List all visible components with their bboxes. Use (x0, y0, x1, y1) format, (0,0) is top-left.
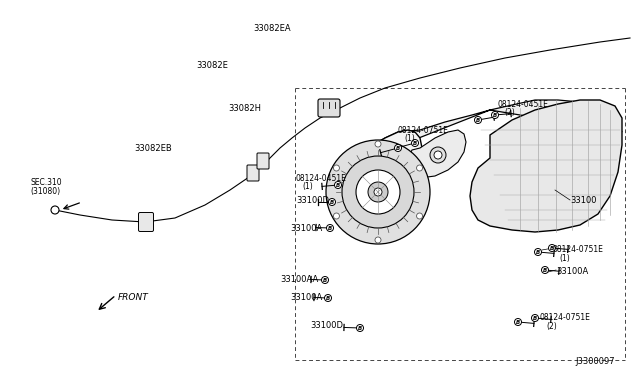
Circle shape (335, 182, 342, 189)
FancyBboxPatch shape (257, 153, 269, 169)
Text: B: B (543, 267, 547, 273)
Text: (31080): (31080) (30, 186, 60, 196)
Text: SEC.310: SEC.310 (30, 177, 61, 186)
Circle shape (333, 213, 339, 219)
Text: J3300097: J3300097 (575, 357, 614, 366)
Circle shape (326, 140, 430, 244)
Polygon shape (332, 130, 422, 210)
Text: B: B (493, 112, 497, 118)
Circle shape (321, 276, 328, 283)
Text: 33100D: 33100D (296, 196, 329, 205)
Text: B: B (533, 315, 537, 321)
Circle shape (333, 165, 339, 171)
Text: B: B (536, 250, 540, 254)
Text: 08124-0451E: 08124-0451E (498, 99, 549, 109)
Text: B: B (336, 183, 340, 187)
Text: 33100AA: 33100AA (280, 276, 318, 285)
Circle shape (356, 324, 364, 331)
Circle shape (326, 224, 333, 231)
Text: 33082E: 33082E (196, 61, 228, 70)
Text: 33082EB: 33082EB (134, 144, 172, 153)
Circle shape (417, 213, 422, 219)
Circle shape (412, 140, 419, 147)
Text: B: B (476, 118, 480, 122)
Text: B: B (396, 145, 400, 151)
Circle shape (492, 112, 499, 119)
Text: 33082H: 33082H (228, 103, 261, 112)
FancyBboxPatch shape (247, 165, 259, 181)
Circle shape (394, 144, 401, 151)
Circle shape (324, 295, 332, 301)
Circle shape (51, 206, 59, 214)
Text: B: B (516, 320, 520, 324)
Text: B: B (323, 278, 327, 282)
FancyBboxPatch shape (138, 212, 154, 231)
Circle shape (430, 147, 446, 163)
Text: (1): (1) (404, 134, 415, 142)
Circle shape (342, 156, 414, 228)
Text: B: B (413, 141, 417, 145)
Circle shape (328, 199, 335, 205)
Text: 33100A: 33100A (290, 294, 323, 302)
Text: 33100: 33100 (570, 196, 596, 205)
Circle shape (375, 141, 381, 147)
Text: 08124-0751E: 08124-0751E (540, 314, 591, 323)
Circle shape (374, 188, 382, 196)
Text: B: B (328, 225, 332, 231)
Text: B: B (330, 199, 334, 205)
Circle shape (142, 218, 150, 226)
Text: FRONT: FRONT (118, 294, 148, 302)
Text: (1): (1) (559, 253, 570, 263)
Text: 33100A: 33100A (556, 267, 588, 276)
Text: B: B (358, 326, 362, 330)
Circle shape (534, 248, 541, 256)
Circle shape (474, 116, 481, 124)
Text: (1): (1) (302, 182, 313, 190)
Text: (2): (2) (504, 108, 515, 116)
Circle shape (140, 218, 148, 226)
Circle shape (531, 314, 538, 321)
Text: 33100A: 33100A (290, 224, 323, 232)
Circle shape (417, 165, 422, 171)
Circle shape (434, 151, 442, 159)
Text: 08124-0751E: 08124-0751E (553, 246, 604, 254)
Polygon shape (408, 130, 466, 178)
Text: B: B (326, 295, 330, 301)
Circle shape (515, 318, 522, 326)
FancyBboxPatch shape (318, 99, 340, 117)
Polygon shape (350, 100, 622, 165)
Circle shape (541, 266, 548, 273)
Text: 33100D: 33100D (310, 321, 343, 330)
Text: B: B (550, 246, 554, 250)
Text: 08124-0451E: 08124-0451E (296, 173, 347, 183)
Circle shape (375, 237, 381, 243)
Text: 08124-0751E: 08124-0751E (398, 125, 449, 135)
Circle shape (368, 182, 388, 202)
Circle shape (356, 170, 400, 214)
Circle shape (141, 218, 149, 226)
Text: 33082EA: 33082EA (253, 23, 291, 32)
Text: (2): (2) (546, 321, 557, 330)
Polygon shape (470, 100, 622, 232)
Circle shape (548, 244, 556, 251)
